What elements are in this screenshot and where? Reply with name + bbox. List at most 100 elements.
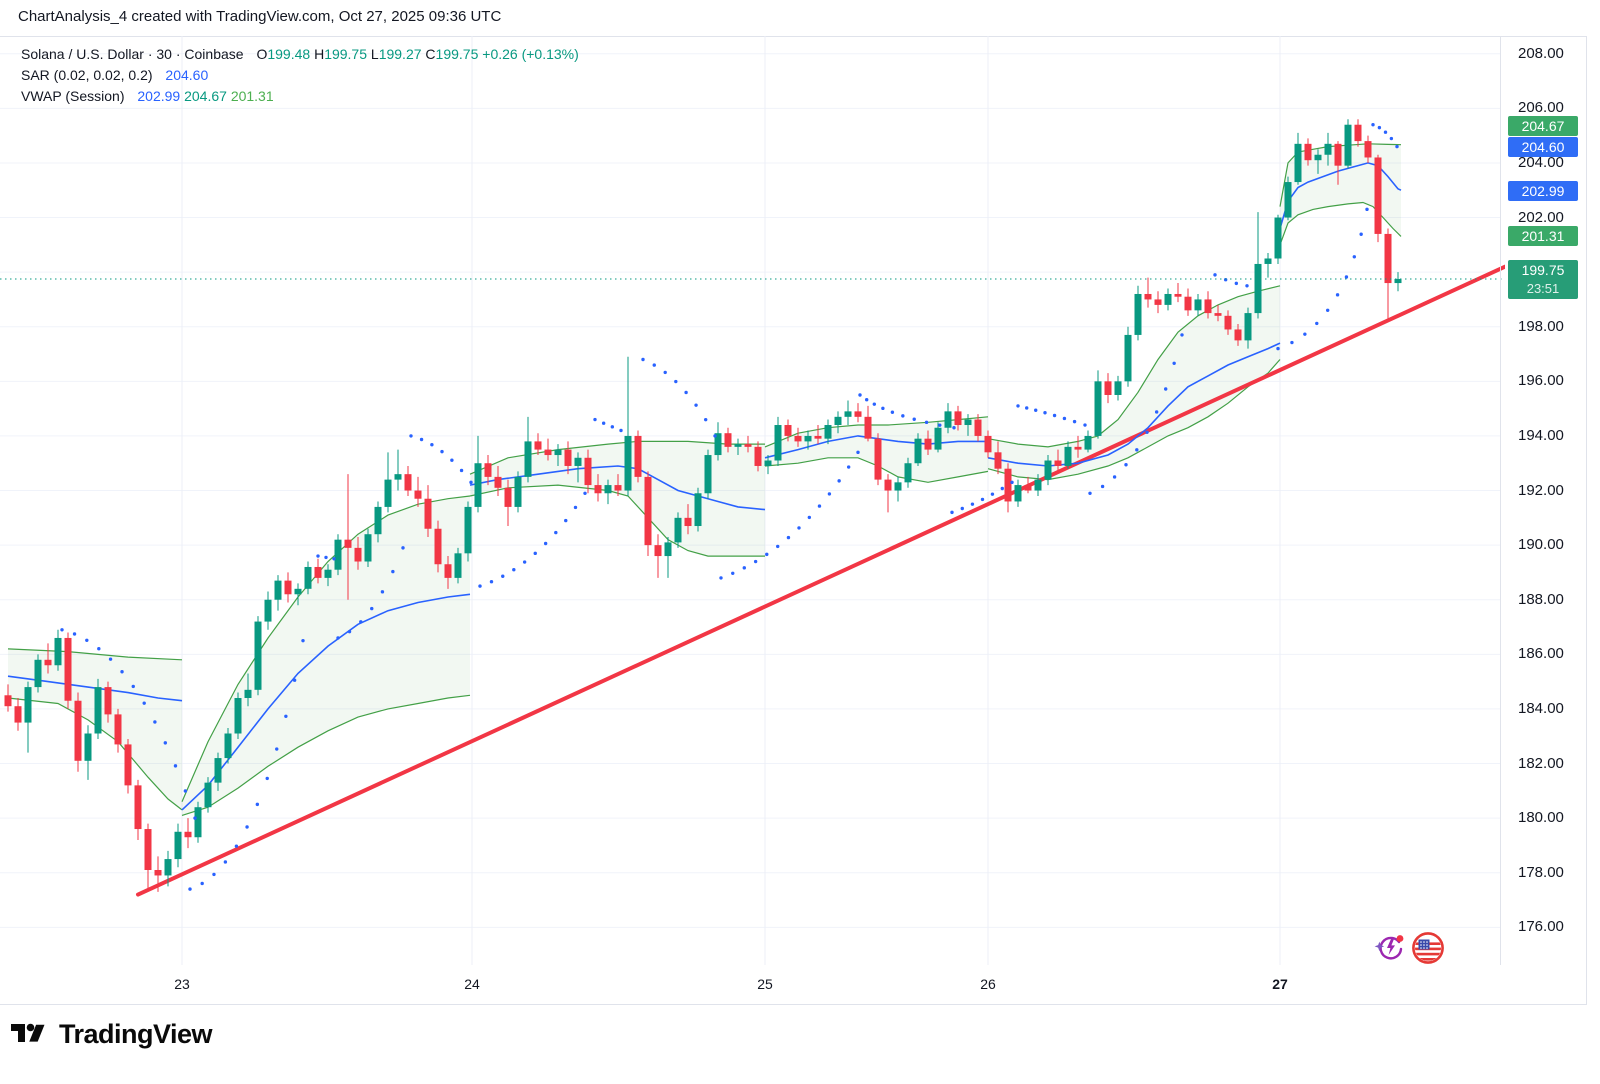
candle-body <box>914 438 922 464</box>
candle-body <box>704 455 712 494</box>
candle-body <box>834 416 842 426</box>
sar-dot <box>108 657 113 661</box>
candle-body <box>864 416 872 439</box>
candle-body <box>54 637 62 666</box>
price-tick-label: 204.00 <box>1518 153 1564 171</box>
sar-dot <box>1100 484 1105 489</box>
candlestick-chart-canvas[interactable] <box>0 36 1505 965</box>
sar-dot <box>912 417 916 421</box>
sar-dot <box>684 390 688 395</box>
candle-body <box>64 637 72 701</box>
sar-dot <box>478 584 482 588</box>
sar-dot <box>1164 387 1168 391</box>
indicator-price-badge: 204.60 <box>1508 136 1578 157</box>
sar-dot <box>85 638 89 643</box>
sar-dot <box>200 881 204 886</box>
candle-body <box>534 441 542 450</box>
sar-dot <box>359 620 363 624</box>
candle-body <box>1334 143 1342 166</box>
sar-dot <box>440 449 444 454</box>
indicator-price-badge: 204.67 <box>1508 115 1578 136</box>
candle-body <box>1054 460 1062 466</box>
vwap-band-fill <box>182 496 470 816</box>
indicator-price-badge: 201.31 <box>1508 226 1578 247</box>
candle-body <box>1124 334 1132 382</box>
candle-body <box>1384 233 1392 284</box>
sar-dot <box>593 417 597 422</box>
price-axis-scale[interactable]: 176.00 178.00 180.00 182.00 184.00 186.00 188.… <box>1500 36 1600 965</box>
candle-body <box>1044 460 1052 480</box>
candle-body <box>1074 446 1082 450</box>
price-tick-label: 180.00 <box>1518 809 1564 827</box>
vwap-band-fill <box>470 441 765 557</box>
corner-icons <box>1374 932 1444 964</box>
candle-body <box>4 695 12 707</box>
candle-body <box>724 433 732 447</box>
sar-dot <box>543 541 548 546</box>
price-tick-label: 208.00 <box>1518 44 1564 62</box>
sar-dot <box>1290 340 1294 345</box>
candle-body <box>1204 299 1212 314</box>
time-axis-scale[interactable]: 23 24 25 26 27 <box>0 965 1586 1003</box>
candle-body <box>134 785 142 830</box>
vwap-lower-band-line <box>1279 201 1402 246</box>
sar-dot <box>765 552 769 557</box>
ohlc-letter: L <box>370 46 379 62</box>
tradingview-logo-text[interactable]: TradingView <box>59 1018 213 1049</box>
candle-body <box>304 566 312 589</box>
legend-symbol-row[interactable]: Solana / U.S. Dollar · 30 · Coinbase O19… <box>21 44 579 65</box>
candle-body <box>584 457 592 486</box>
tradingview-footer: TradingView <box>10 1012 213 1056</box>
candle-body <box>894 482 902 491</box>
sar-dot <box>275 747 279 751</box>
candle-body <box>184 831 192 838</box>
sar-dot <box>1052 413 1057 418</box>
candle-body <box>1234 329 1242 341</box>
sar-dot <box>890 410 895 414</box>
candle-body <box>214 758 222 783</box>
ohlc-letter: C <box>425 46 436 62</box>
us-flag-icon[interactable] <box>1412 932 1444 964</box>
sar-dot <box>719 576 723 580</box>
candle-body <box>14 706 22 723</box>
candle-body <box>244 689 252 699</box>
time-tick-label: 23 <box>174 976 190 992</box>
sar-dot <box>652 363 656 367</box>
candle-body <box>784 425 792 436</box>
legend-vwap-row[interactable]: VWAP (Session) 202.99 204.67 201.31 <box>21 86 579 107</box>
sar-dot <box>1352 255 1357 259</box>
legend-sar-row[interactable]: SAR (0.02, 0.02, 0.2) 204.60 <box>21 65 579 86</box>
candle-body <box>1134 293 1142 335</box>
candle-body <box>1144 293 1152 300</box>
candle-body <box>404 474 412 491</box>
sar-dot <box>1112 475 1117 479</box>
candle-body <box>744 444 752 447</box>
sar-dot <box>694 403 698 407</box>
candle-body <box>554 449 562 456</box>
sar-dot <box>163 741 168 745</box>
candle-body <box>34 659 42 688</box>
candle-body <box>204 782 212 808</box>
candle-body <box>1284 182 1292 218</box>
candle-body <box>904 463 912 483</box>
spark-refresh-icon[interactable] <box>1374 932 1406 964</box>
candle-body <box>824 425 832 439</box>
page-title: ChartAnalysis_4 created with TradingView… <box>18 8 502 25</box>
sar-dot <box>401 546 405 550</box>
sar-dot <box>316 554 320 558</box>
candle-body <box>84 733 92 761</box>
sar-dot <box>347 629 352 634</box>
candle-body <box>754 446 762 466</box>
candle-body <box>794 435 802 442</box>
candle-body <box>424 498 432 529</box>
sar-dot <box>938 423 942 427</box>
sar-dot <box>1083 423 1087 427</box>
sar-dot <box>501 574 505 578</box>
sar-dot <box>846 465 851 469</box>
sar-dot <box>193 816 197 820</box>
sar-dot <box>1395 144 1399 149</box>
sar-dot <box>153 720 157 724</box>
ohlc-letter: H <box>314 46 325 62</box>
tradingview-logo-icon[interactable] <box>10 1017 52 1051</box>
sar-dot <box>120 670 124 674</box>
